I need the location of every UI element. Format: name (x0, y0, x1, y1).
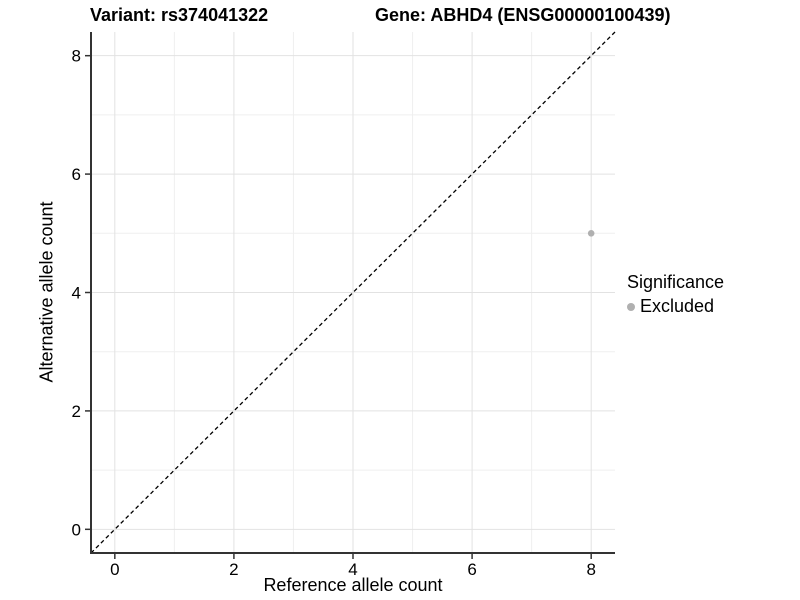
legend-entry-label: Excluded (640, 296, 715, 316)
x-axis-title: Reference allele count (263, 575, 443, 595)
x-tick-label: 0 (110, 560, 119, 579)
legend: Significance Excluded (627, 272, 724, 317)
x-tick-label: 6 (467, 560, 476, 579)
y-axis-title: Alternative allele count (36, 201, 57, 383)
x-tick-label: 2 (229, 560, 238, 579)
plot-title-gene: Gene: ABHD4 (ENSG00000100439) (375, 5, 671, 25)
y-tick-label: 0 (72, 520, 81, 539)
legend-point-icon (627, 302, 635, 311)
data-point (587, 229, 595, 237)
x-tick-label: 4 (348, 560, 357, 579)
y-tick-label: 2 (72, 402, 81, 421)
legend-title: Significance (627, 272, 725, 292)
y-tick-label: 4 (72, 284, 81, 303)
y-tick-label: 6 (72, 165, 81, 184)
plot-title-variant: Variant: rs374041322 (90, 5, 269, 25)
y-tick-label: 8 (72, 47, 81, 66)
x-tick-label: 8 (586, 560, 595, 579)
legend-entry-excluded: Excluded (627, 296, 724, 317)
